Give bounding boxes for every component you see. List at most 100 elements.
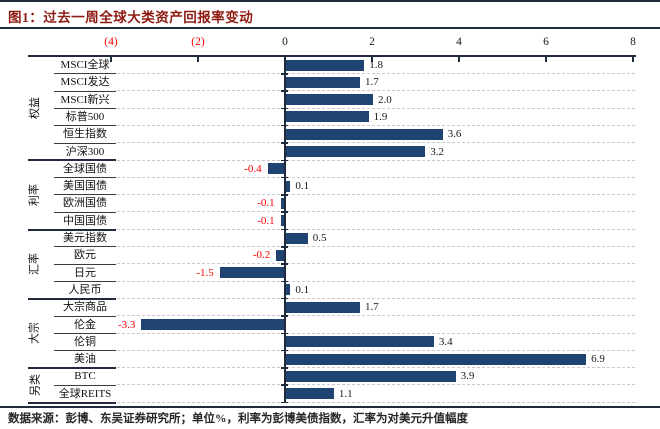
category-label: 中国国债 (63, 214, 107, 227)
row-gridline (117, 176, 635, 178)
row-separator (54, 107, 116, 109)
row-gridline (117, 211, 635, 213)
bar (280, 197, 285, 209)
row-gridline (117, 384, 635, 386)
title-rule (0, 27, 660, 29)
row-gridline (117, 228, 635, 230)
category-label: 美元指数 (63, 232, 107, 244)
row-separator (54, 125, 116, 127)
x-axis-label: 4 (456, 36, 462, 48)
bar (141, 319, 285, 330)
row-gridline (117, 367, 635, 369)
group-separator (28, 401, 116, 404)
bar (276, 249, 285, 261)
row-gridline (117, 194, 635, 196)
row-gridline (117, 90, 635, 92)
group-separator (28, 297, 116, 300)
x-axis-label: 6 (543, 36, 549, 48)
bar-value-label: 3.4 (438, 335, 453, 348)
x-axis-tick (458, 56, 460, 62)
group-separator (28, 366, 116, 369)
bar-value-label: -1.5 (196, 266, 214, 279)
x-axis-label: 2 (369, 36, 375, 48)
bar (286, 180, 291, 192)
category-label: 全球REITS (58, 387, 112, 400)
category-label: 人民币 (68, 283, 102, 296)
bar-value-label: -3.3 (118, 318, 136, 331)
top-border-rule (0, 0, 660, 2)
group-separator (28, 228, 116, 231)
x-axis-tick (110, 56, 112, 62)
x-axis-label: (2) (191, 36, 205, 48)
bar-value-label: 3.9 (460, 370, 475, 383)
group-label: 利率 (28, 183, 41, 206)
category-label: 大宗商品 (63, 301, 107, 314)
category-label: MSCI新兴 (60, 93, 110, 106)
category-label: 全球国债 (63, 162, 107, 175)
bar (219, 267, 285, 279)
row-gridline (117, 263, 635, 265)
category-label: 美国国债 (63, 180, 107, 193)
row-separator (54, 332, 116, 334)
x-axis-tick (371, 56, 373, 62)
bar-value-label: 0.1 (295, 180, 310, 193)
row-gridline (117, 142, 635, 144)
category-label: BTC (74, 370, 96, 383)
row-gridline (117, 280, 635, 282)
x-axis-tick (197, 56, 199, 62)
bar (286, 111, 369, 123)
bar-value-label: -0.1 (257, 197, 275, 210)
x-axis-label: (4) (104, 36, 118, 48)
group-separator (28, 159, 116, 162)
row-gridline (117, 159, 635, 161)
row-gridline (117, 73, 635, 75)
bar (286, 353, 587, 365)
row-separator (54, 142, 116, 144)
bar (286, 388, 334, 400)
bar-value-label: 6.9 (591, 353, 605, 366)
row-separator (54, 90, 116, 92)
zero-axis-line (284, 54, 286, 403)
bar (286, 59, 365, 71)
row-gridline (117, 246, 635, 248)
bar-value-label: 1.9 (373, 110, 388, 123)
row-separator (54, 73, 116, 75)
bar-value-label: 1.7 (364, 76, 379, 89)
row-gridline (117, 332, 635, 334)
bar (286, 370, 456, 382)
bar-value-label: -0.2 (252, 249, 271, 262)
bar-value-label: 2.0 (378, 93, 392, 106)
bar (286, 94, 373, 106)
figure-title: 图1：过去一周全球大类资产回报率变动 (8, 10, 254, 25)
bar (286, 284, 291, 296)
bar (286, 146, 426, 157)
zero-axis-tick (281, 401, 288, 404)
category-label: 日元 (74, 266, 96, 279)
category-label: 恒生指数 (63, 128, 107, 141)
bar-value-label: 1.8 (369, 59, 384, 71)
bar-value-label: -0.4 (244, 162, 262, 175)
x-axis-line (28, 54, 636, 57)
category-label: MSCI发达 (60, 76, 110, 89)
row-separator (54, 384, 116, 386)
row-separator (54, 263, 116, 265)
row-gridline (117, 401, 635, 403)
category-label: 标普500 (65, 110, 105, 123)
bar (267, 163, 285, 175)
category-label: MSCI全球 (60, 59, 110, 71)
x-axis-label: 0 (282, 36, 288, 48)
bar-value-label: 3.2 (430, 145, 444, 158)
bar-value-label: -0.1 (257, 214, 275, 227)
group-label: 权益 (29, 97, 42, 120)
category-label: 伦铜 (74, 335, 96, 348)
bar (286, 336, 434, 348)
row-separator (54, 177, 116, 179)
row-separator (54, 315, 116, 317)
row-separator (54, 280, 116, 282)
bar (286, 128, 443, 140)
bar-value-label: 3.6 (447, 128, 462, 141)
group-label: 另类 (28, 374, 41, 397)
bar-value-label: 0.1 (295, 283, 310, 296)
category-label: 伦金 (74, 318, 96, 331)
